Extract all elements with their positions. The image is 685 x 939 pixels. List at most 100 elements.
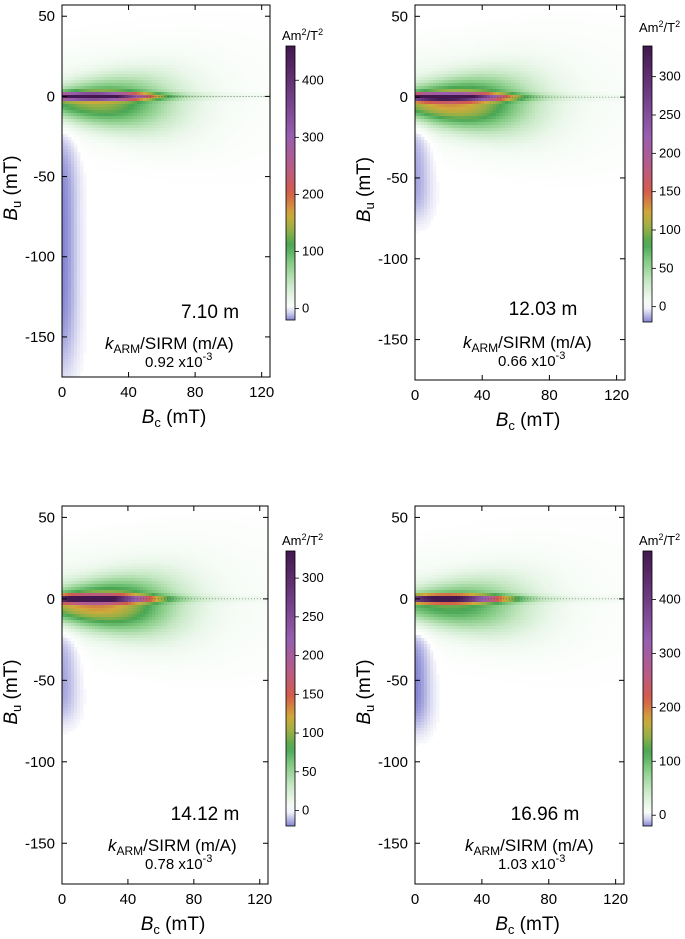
heatmap-cell [68,257,72,261]
heatmap-cell [83,185,87,189]
heatmap-cell [460,41,464,45]
heatmap-cell [83,89,87,93]
heatmap-cell [194,14,198,18]
heatmap-cell [137,62,141,66]
heatmap-cell [266,56,270,60]
heatmap-cell [86,44,90,48]
heatmap-cell [110,113,114,117]
heatmap-cell [260,29,264,33]
heatmap-cell [454,41,458,45]
heatmap-cell [200,134,204,138]
heatmap-cell [155,74,159,78]
heatmap-cell [134,155,138,159]
heatmap-cell [155,107,159,111]
heatmap-cell [71,71,75,75]
heatmap-cell [164,170,168,174]
heatmap-cell [170,137,174,141]
heatmap-cell [242,41,246,45]
heatmap-cell [218,113,222,117]
heatmap-cell [245,74,249,78]
heatmap-cell [161,41,165,45]
heatmap-cell [89,158,93,162]
heatmap-cell [119,167,123,171]
heatmap-cell [89,35,93,39]
heatmap-cell [221,56,225,60]
heatmap-cell [83,71,87,75]
heatmap-cell [248,20,252,24]
heatmap-cell [242,98,246,102]
heatmap-cell [80,332,84,336]
heatmap-cell [104,104,108,108]
heatmap-cell [191,74,195,78]
heatmap-cell [577,26,581,30]
heatmap-cell [215,89,219,93]
heatmap-cell [254,74,258,78]
heatmap-cell [179,74,183,78]
heatmap-cell [206,125,210,129]
heatmap-cell [179,89,183,93]
heatmap-cell [251,89,255,93]
heatmap-cell [233,164,237,168]
heatmap-cell [206,41,210,45]
heatmap-cell [104,101,108,105]
heatmap-cell [266,167,270,171]
heatmap-cell [260,35,264,39]
heatmap-cell [83,32,87,36]
heatmap-cell [143,125,147,129]
heatmap-cell [107,50,111,54]
heatmap-cell [209,65,213,69]
heatmap-cell [119,23,123,27]
heatmap-cell [212,26,216,30]
heatmap-cell [182,167,186,171]
heatmap-cell [248,95,252,99]
heatmap-cell [239,17,243,21]
heatmap-cell [89,71,93,75]
heatmap-cell [77,170,81,174]
heatmap-cell [77,356,81,360]
heatmap-cell [239,158,243,162]
heatmap-cell [221,179,225,183]
heatmap-cell [65,134,69,138]
heatmap-cell [574,26,578,30]
heatmap-cell [529,29,533,33]
heatmap-cell [200,116,204,120]
heatmap-cell [170,128,174,132]
heatmap-cell [514,17,518,21]
heatmap-cell [131,122,135,126]
heatmap-cell [101,50,105,54]
heatmap-cell [188,38,192,42]
heatmap-cell [134,146,138,150]
heatmap-cell [616,41,620,45]
heatmap-cell [107,68,111,72]
heatmap-cell [544,38,548,42]
heatmap-cell [149,92,153,96]
heatmap-cell [140,131,144,135]
heatmap-cell [206,140,210,144]
heatmap-cell [176,116,180,120]
heatmap-cell [197,17,201,21]
heatmap-cell [251,152,255,156]
heatmap-cell [77,329,81,333]
heatmap-cell [185,173,189,177]
heatmap-cell [128,116,132,120]
heatmap-cell [110,80,114,84]
heatmap-cell [83,173,87,177]
heatmap-cell [113,80,117,84]
heatmap-cell [251,62,255,66]
heatmap-cell [149,158,153,162]
heatmap-cell [149,89,153,93]
heatmap-cell [65,152,69,156]
heatmap-cell [149,26,153,30]
heatmap-cell [230,146,234,150]
heatmap-cell [191,149,195,153]
heatmap-cell [80,56,84,60]
heatmap-cell [80,215,84,219]
heatmap-cell [221,50,225,54]
heatmap-cell [460,26,464,30]
heatmap-cell [188,95,192,99]
heatmap-cell [197,92,201,96]
heatmap-cell [212,47,216,51]
heatmap-cell [616,14,620,18]
heatmap-cell [113,32,117,36]
heatmap-cell [173,131,177,135]
